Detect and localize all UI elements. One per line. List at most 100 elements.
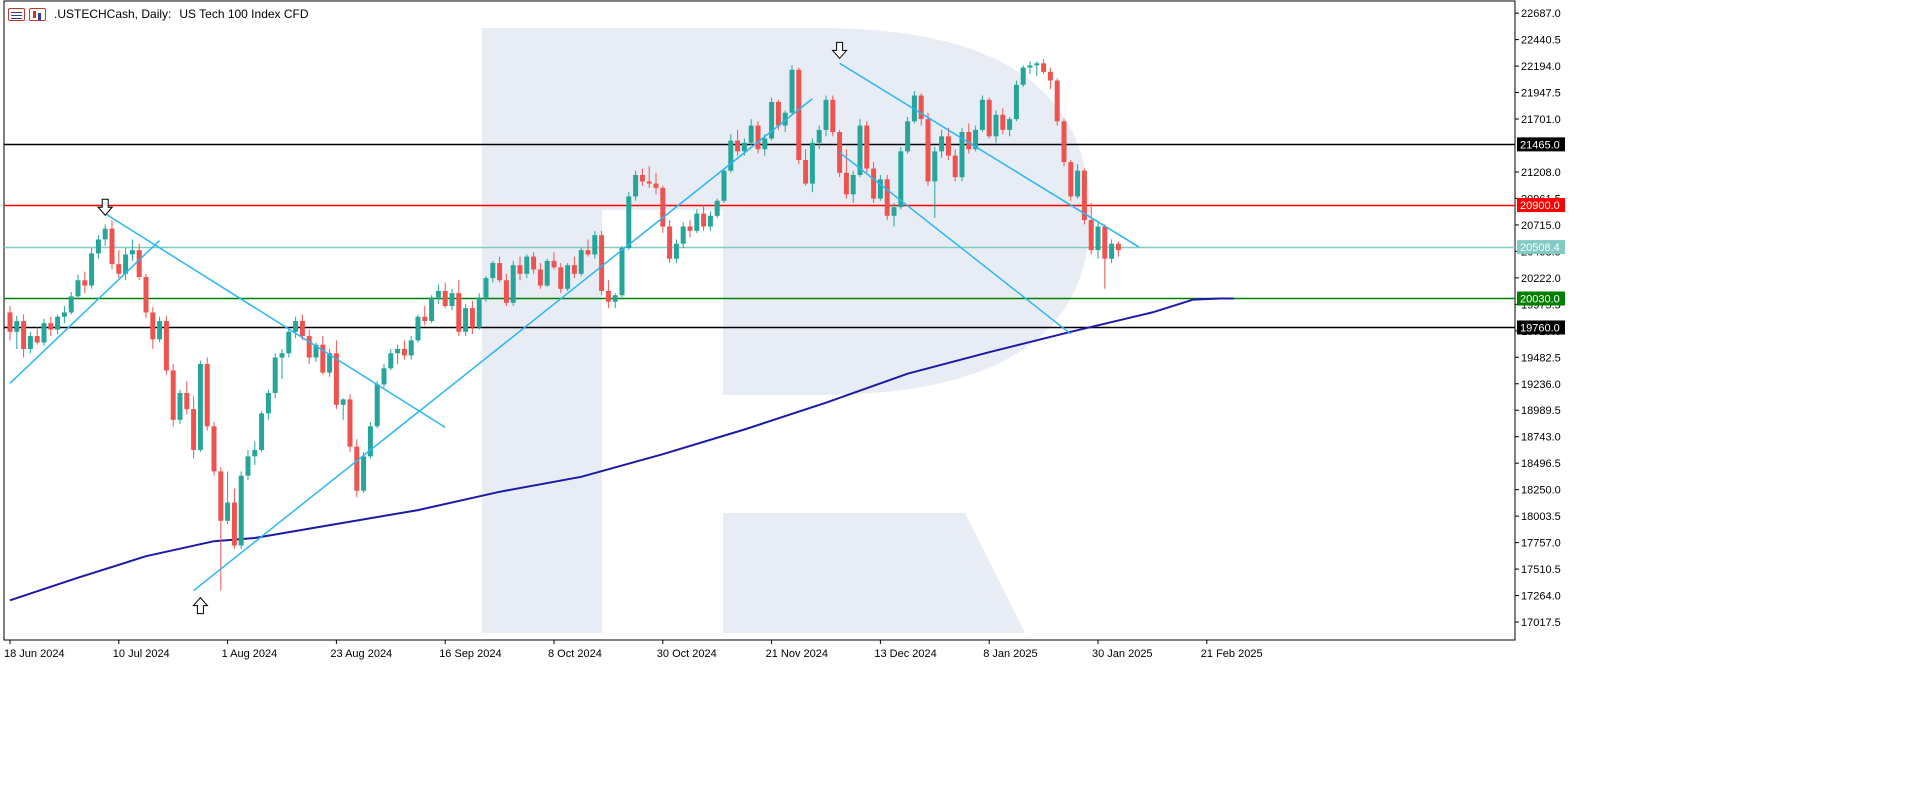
candle-body[interactable] bbox=[1013, 84, 1019, 120]
candle-body[interactable] bbox=[803, 159, 809, 184]
candle-body[interactable] bbox=[1027, 65, 1033, 68]
candle-body[interactable] bbox=[959, 132, 965, 178]
candle-body[interactable] bbox=[286, 331, 292, 354]
candle-body[interactable] bbox=[381, 368, 387, 385]
candle-body[interactable] bbox=[939, 136, 945, 152]
candle-body[interactable] bbox=[361, 456, 367, 491]
candle-body[interactable] bbox=[762, 138, 768, 150]
candle-body[interactable] bbox=[524, 256, 530, 274]
candle-body[interactable] bbox=[89, 253, 95, 286]
candle-body[interactable] bbox=[82, 280, 88, 286]
candle-body[interactable] bbox=[714, 200, 720, 216]
candle-body[interactable] bbox=[952, 155, 958, 178]
chart-type-icon[interactable] bbox=[8, 7, 25, 21]
candle-body[interactable] bbox=[986, 99, 992, 137]
candle-body[interactable] bbox=[871, 168, 877, 199]
candle-body[interactable] bbox=[993, 114, 999, 137]
candle-body[interactable] bbox=[843, 172, 849, 195]
candle-body[interactable] bbox=[755, 125, 761, 150]
candle-body[interactable] bbox=[129, 250, 135, 255]
candle-body[interactable] bbox=[585, 250, 591, 255]
candle-body[interactable] bbox=[102, 228, 108, 240]
candle-body[interactable] bbox=[1047, 71, 1053, 81]
candle-body[interactable] bbox=[136, 250, 142, 278]
candle-body[interactable] bbox=[469, 308, 475, 328]
candle-body[interactable] bbox=[918, 95, 924, 120]
candle-body[interactable] bbox=[123, 254, 129, 274]
candle-body[interactable] bbox=[109, 228, 115, 265]
candle-body[interactable] bbox=[864, 125, 870, 169]
candle-body[interactable] bbox=[687, 226, 693, 231]
candle-body[interactable] bbox=[673, 243, 679, 259]
candle-body[interactable] bbox=[932, 151, 938, 182]
candle-body[interactable] bbox=[68, 296, 74, 313]
candle-body[interactable] bbox=[735, 140, 741, 152]
candle-body[interactable] bbox=[313, 344, 319, 358]
candle-body[interactable] bbox=[476, 297, 482, 328]
candle-body[interactable] bbox=[204, 363, 210, 427]
candle-body[interactable] bbox=[333, 353, 339, 405]
candle-body[interactable] bbox=[279, 353, 285, 358]
candle-body[interactable] bbox=[925, 119, 931, 182]
candle-body[interactable] bbox=[653, 183, 659, 188]
candle-body[interactable] bbox=[633, 174, 639, 197]
candle-body[interactable] bbox=[789, 69, 795, 113]
candle-body[interactable] bbox=[442, 290, 448, 307]
candle-body[interactable] bbox=[170, 370, 176, 420]
candle-body[interactable] bbox=[660, 187, 666, 227]
candle-body[interactable] bbox=[252, 449, 258, 457]
candle-body[interactable] bbox=[769, 101, 775, 139]
candle-body[interactable] bbox=[211, 426, 217, 472]
candle-body[interactable] bbox=[299, 321, 305, 337]
candle-body[interactable] bbox=[721, 170, 727, 201]
candle-body[interactable] bbox=[150, 312, 156, 340]
trendline[interactable] bbox=[193, 98, 813, 592]
candle-body[interactable] bbox=[14, 321, 20, 332]
candle-body[interactable] bbox=[1034, 63, 1040, 66]
candle-body[interactable] bbox=[809, 142, 815, 184]
candle-body[interactable] bbox=[7, 312, 13, 332]
candle-body[interactable] bbox=[578, 250, 584, 274]
candle-body[interactable] bbox=[354, 446, 360, 491]
candle-body[interactable] bbox=[707, 215, 713, 227]
candle-body[interactable] bbox=[816, 129, 822, 143]
candle-body[interactable] bbox=[966, 132, 972, 150]
candle-body[interactable] bbox=[163, 321, 169, 371]
candle-body[interactable] bbox=[293, 321, 299, 332]
candle-body[interactable] bbox=[973, 129, 979, 150]
candle-body[interactable] bbox=[191, 409, 197, 450]
candle-body[interactable] bbox=[857, 125, 863, 175]
candle-body[interactable] bbox=[1061, 121, 1067, 163]
candle-body[interactable] bbox=[259, 413, 265, 450]
candle-body[interactable] bbox=[463, 308, 469, 332]
candle-body[interactable] bbox=[728, 140, 734, 171]
candle-body[interactable] bbox=[979, 99, 985, 130]
candle-body[interactable] bbox=[531, 256, 537, 270]
alt-chart-icon[interactable] bbox=[29, 7, 46, 21]
candle-body[interactable] bbox=[1095, 226, 1101, 251]
candle-body[interactable] bbox=[517, 265, 523, 274]
candle-body[interactable] bbox=[891, 207, 897, 216]
candle-body[interactable] bbox=[1088, 220, 1094, 251]
candle-body[interactable] bbox=[680, 226, 686, 244]
candle-body[interactable] bbox=[639, 174, 645, 182]
candle-body[interactable] bbox=[456, 293, 462, 332]
candle-body[interactable] bbox=[395, 348, 401, 354]
candle-body[interactable] bbox=[340, 399, 346, 405]
candle-body[interactable] bbox=[75, 280, 81, 297]
candle-body[interactable] bbox=[401, 348, 407, 356]
candle-body[interactable] bbox=[1020, 67, 1026, 85]
candle-body[interactable] bbox=[483, 278, 489, 298]
candle-body[interactable] bbox=[449, 293, 455, 307]
candle-body[interactable] bbox=[701, 213, 707, 227]
candle-body[interactable] bbox=[558, 267, 564, 289]
candle-body[interactable] bbox=[551, 260, 557, 268]
candle-body[interactable] bbox=[177, 392, 183, 420]
candle-body[interactable] bbox=[1068, 162, 1074, 197]
candle-body[interactable] bbox=[775, 101, 781, 126]
candle-body[interactable] bbox=[905, 121, 911, 152]
candle-body[interactable] bbox=[422, 316, 428, 322]
candle-body[interactable] bbox=[429, 297, 435, 322]
candle-body[interactable] bbox=[741, 142, 747, 152]
candle-body[interactable] bbox=[694, 213, 700, 231]
